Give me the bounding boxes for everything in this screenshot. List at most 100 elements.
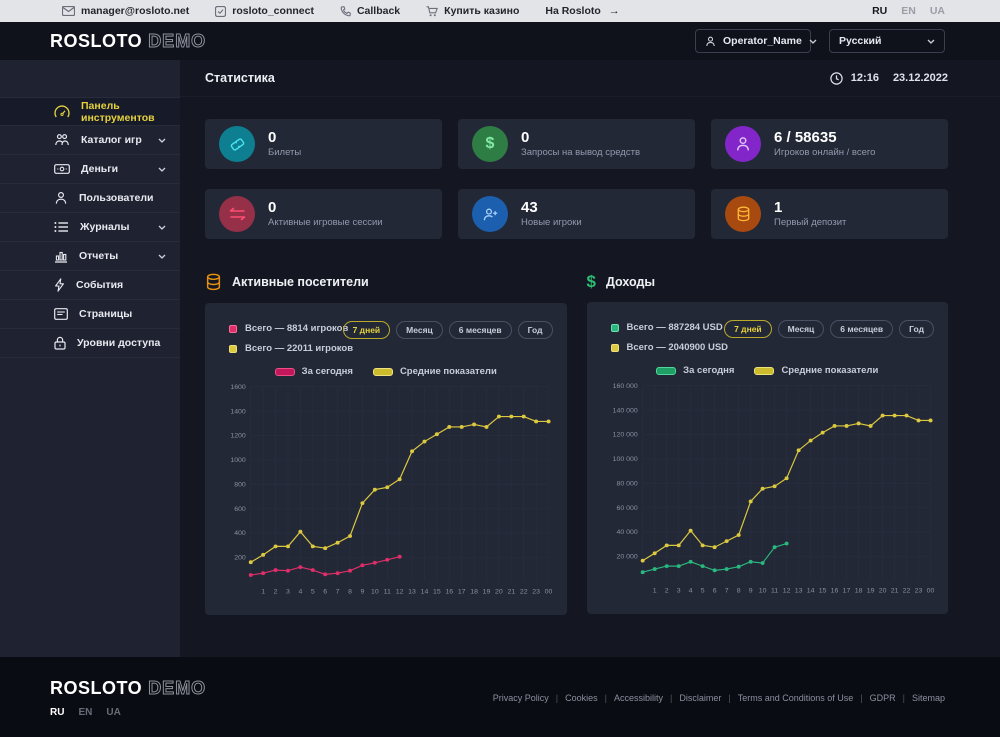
topbar-lang-ru[interactable]: RU: [872, 5, 888, 17]
green-swatch-icon: [610, 323, 619, 332]
sidebar-item-pages[interactable]: Страницы: [0, 300, 180, 329]
visitors-chart-card: 7 дней Месяц 6 месяцев Год Всего — 8814 …: [205, 303, 567, 615]
footer-link-sitemap[interactable]: Sitemap: [911, 693, 945, 703]
sidebar-item-journals[interactable]: Журналы: [0, 213, 180, 242]
events-icon: [54, 278, 65, 292]
chart-totals: Всего — 887284 USD Всего — 2040900 USD: [610, 322, 937, 353]
svg-text:20: 20: [878, 587, 886, 594]
svg-text:1200: 1200: [230, 433, 246, 440]
footer-lang-ua[interactable]: UA: [106, 707, 121, 718]
topbar-link-to-rosloto[interactable]: На Rosloto →: [545, 5, 619, 17]
svg-text:19: 19: [866, 587, 874, 594]
stat-card-active-sessions: 0 Активные игровые сессии: [205, 189, 442, 239]
dollar-icon: $: [586, 272, 596, 291]
topbar-lang-ua[interactable]: UA: [929, 5, 945, 17]
legend-label: Средние показатели: [399, 366, 497, 377]
topbar-link-email[interactable]: manager@rosloto.net: [62, 5, 189, 17]
chart-title: Активные посетители: [232, 275, 369, 289]
svg-text:17: 17: [458, 588, 466, 595]
stat-value: 6 / 58635: [774, 128, 837, 146]
svg-text:16: 16: [830, 587, 838, 594]
svg-text:120 000: 120 000: [612, 432, 637, 439]
chevron-down-icon: [158, 225, 166, 230]
money-icon: [54, 163, 70, 175]
topbar-lang-en[interactable]: EN: [901, 5, 916, 17]
period-selector: 7 дней Месяц 6 месяцев Год: [724, 320, 934, 338]
footer-lang-en[interactable]: EN: [78, 707, 93, 718]
period-6-months[interactable]: 6 месяцев: [448, 321, 512, 339]
logo-secondary: DEMO: [148, 678, 207, 699]
footer-link-terms[interactable]: Terms and Conditions of Use: [737, 693, 854, 703]
sidebar-item-money[interactable]: Деньги: [0, 155, 180, 184]
svg-text:4: 4: [688, 587, 692, 594]
sidebar-item-dashboard[interactable]: Панель инструментов: [0, 97, 180, 126]
stat-label: Новые игроки: [521, 217, 582, 229]
svg-text:3: 3: [286, 588, 290, 595]
period-year[interactable]: Год: [517, 321, 553, 339]
total-average: Всего — 2040900 USD: [610, 342, 937, 353]
sidebar-item-users[interactable]: Пользователи: [0, 184, 180, 213]
stat-value: 0: [521, 128, 530, 146]
period-7-days[interactable]: 7 дней: [342, 321, 391, 339]
svg-text:10: 10: [758, 587, 766, 594]
period-month[interactable]: Месяц: [777, 320, 825, 338]
total-label: Всего — 8814 игроков: [245, 323, 349, 334]
topbar-link-buy-casino[interactable]: Купить казино: [426, 5, 519, 17]
separator: |: [604, 693, 607, 703]
cart-icon: [426, 5, 439, 17]
svg-text:17: 17: [842, 587, 850, 594]
arrow-right-icon: →: [608, 5, 620, 17]
topbar-link-telegram[interactable]: rosloto_connect: [215, 5, 314, 17]
footer-logo[interactable]: ROSLOTO DEMO: [50, 678, 206, 699]
logo-secondary: DEMO: [148, 30, 207, 51]
svg-text:40 000: 40 000: [616, 529, 637, 536]
svg-text:11: 11: [384, 588, 391, 595]
stat-value: 43: [521, 198, 538, 216]
svg-text:3: 3: [676, 587, 680, 594]
period-year[interactable]: Год: [899, 320, 934, 338]
period-month[interactable]: Месяц: [396, 321, 443, 339]
footer-link-cookies[interactable]: Cookies: [565, 693, 598, 703]
topbar-link-callback[interactable]: Callback: [340, 5, 400, 17]
stat-label: Активные игровые сессии: [268, 217, 383, 229]
language-dropdown[interactable]: Русский: [829, 29, 945, 53]
green-line-icon: [656, 366, 677, 375]
sidebar-item-label: Страницы: [79, 308, 133, 320]
topbar-link-label: Купить казино: [444, 5, 520, 17]
svg-text:8: 8: [736, 587, 740, 594]
sidebar-item-reports[interactable]: Отчеты: [0, 242, 180, 271]
period-6-months[interactable]: 6 месяцев: [830, 320, 894, 338]
lock-icon: [54, 336, 66, 350]
logo[interactable]: ROSLOTO DEMO: [50, 30, 207, 52]
svg-text:80 000: 80 000: [616, 480, 637, 487]
svg-text:13: 13: [408, 588, 416, 595]
chevron-down-icon: [158, 167, 166, 172]
clock-icon: [830, 71, 843, 85]
journals-icon: [54, 221, 69, 233]
svg-text:160 000: 160 000: [612, 383, 637, 390]
footer-link-disclaimer[interactable]: Disclaimer: [679, 693, 722, 703]
sidebar-item-label: Каталог игр: [81, 134, 142, 146]
svg-text:15: 15: [433, 588, 441, 595]
footer-link-privacy[interactable]: Privacy Policy: [492, 693, 549, 703]
sidebar-item-label: Панель инструментов: [81, 99, 155, 124]
footer-link-accessibility[interactable]: Accessibility: [613, 693, 663, 703]
svg-text:22: 22: [902, 587, 910, 594]
separator: |: [555, 693, 559, 703]
svg-text:1000: 1000: [230, 457, 246, 464]
stat-card-withdrawal-requests: $ 0 Запросы на вывод средств: [458, 119, 695, 169]
sidebar-item-events[interactable]: События: [0, 271, 180, 300]
sidebar-item-access-levels[interactable]: Уровни доступа: [0, 329, 180, 358]
charts-section: Активные посетители 7 дней Месяц 6 месяц…: [180, 239, 1000, 615]
topbar-link-label: Callback: [356, 5, 401, 17]
legend-average: Средние показатели: [372, 366, 497, 377]
footer-lang-ru[interactable]: RU: [50, 707, 65, 718]
period-7-days[interactable]: 7 дней: [724, 320, 772, 338]
operator-dropdown[interactable]: Operator_Name: [695, 29, 817, 53]
total-label: Всего — 22011 игроков: [245, 343, 354, 354]
svg-text:1600: 1600: [230, 384, 246, 391]
footer-link-gdpr[interactable]: GDPR: [869, 693, 896, 703]
sidebar-item-games-catalog[interactable]: Каталог игр: [0, 126, 180, 155]
separator: |: [902, 693, 905, 703]
sidebar-item-label: Деньги: [81, 163, 119, 175]
